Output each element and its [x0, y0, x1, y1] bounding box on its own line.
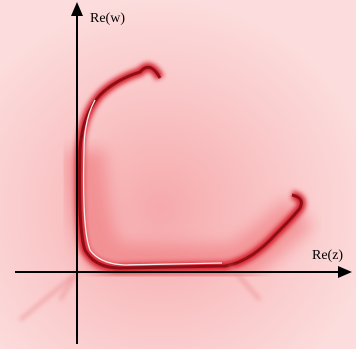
- y-axis-label: Re(w): [90, 11, 125, 26]
- x-arrow: [338, 266, 352, 278]
- axes: [15, 2, 352, 344]
- fractal-set: [19, 62, 314, 322]
- x-axis-label: Re(z): [312, 248, 343, 263]
- y-arrow: [71, 2, 83, 16]
